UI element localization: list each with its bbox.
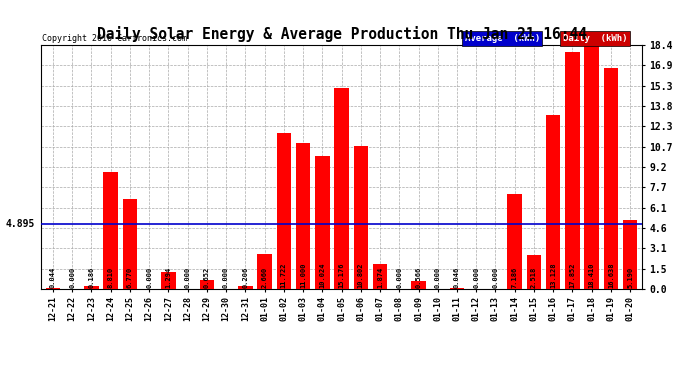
Text: 0.046: 0.046 [454, 267, 460, 288]
Bar [335, 88, 348, 289]
Text: 6.770: 6.770 [127, 267, 133, 288]
Text: 0.044: 0.044 [50, 267, 56, 288]
Text: 11.000: 11.000 [300, 262, 306, 288]
Bar [450, 288, 464, 289]
Bar [546, 115, 560, 289]
Text: 1.294: 1.294 [166, 267, 171, 288]
Text: Average  (kWh): Average (kWh) [464, 34, 540, 43]
Text: 0.566: 0.566 [415, 267, 422, 288]
Text: 0.000: 0.000 [396, 267, 402, 288]
Bar [315, 156, 330, 289]
Text: 7.186: 7.186 [512, 267, 518, 288]
Bar [353, 146, 368, 289]
Text: 4.895: 4.895 [6, 219, 35, 229]
Text: 10.024: 10.024 [319, 262, 325, 288]
Text: 15.176: 15.176 [339, 262, 344, 288]
Bar [238, 286, 253, 289]
Text: 0.206: 0.206 [242, 267, 248, 288]
Text: 2.660: 2.660 [262, 267, 268, 288]
Text: 0.652: 0.652 [204, 267, 210, 288]
Bar [199, 280, 214, 289]
Text: 2.518: 2.518 [531, 267, 537, 288]
Bar [584, 45, 599, 289]
Bar [411, 281, 426, 289]
Bar [123, 199, 137, 289]
Text: 0.000: 0.000 [435, 267, 441, 288]
Bar [565, 52, 580, 289]
Bar [373, 264, 387, 289]
Text: 0.000: 0.000 [185, 267, 190, 288]
Text: 8.810: 8.810 [108, 267, 114, 288]
Text: 11.722: 11.722 [281, 262, 287, 288]
Text: 0.186: 0.186 [88, 267, 95, 288]
Text: 0.000: 0.000 [69, 267, 75, 288]
Text: 17.852: 17.852 [569, 262, 575, 288]
Text: 18.410: 18.410 [589, 262, 595, 288]
Text: 0.000: 0.000 [146, 267, 152, 288]
Text: 0.000: 0.000 [223, 267, 229, 288]
Text: 1.874: 1.874 [377, 267, 383, 288]
Bar [508, 194, 522, 289]
Bar [296, 143, 310, 289]
Bar [277, 134, 291, 289]
Bar [623, 220, 638, 289]
Bar [526, 255, 541, 289]
Bar [46, 288, 60, 289]
Text: 0.000: 0.000 [473, 267, 480, 288]
Title: Daily Solar Energy & Average Production Thu Jan 21 16:44: Daily Solar Energy & Average Production … [97, 27, 586, 42]
Text: Copyright 2016 Cartronics.com: Copyright 2016 Cartronics.com [42, 34, 187, 43]
Text: 10.802: 10.802 [358, 262, 364, 288]
Text: 16.638: 16.638 [608, 262, 614, 288]
Text: Daily  (kWh): Daily (kWh) [563, 34, 627, 43]
Bar [104, 172, 118, 289]
Bar [604, 68, 618, 289]
Text: 0.000: 0.000 [493, 267, 498, 288]
Bar [161, 272, 175, 289]
Text: 13.128: 13.128 [550, 262, 556, 288]
Bar [257, 254, 272, 289]
Text: 5.190: 5.190 [627, 267, 633, 288]
Bar [84, 286, 99, 289]
